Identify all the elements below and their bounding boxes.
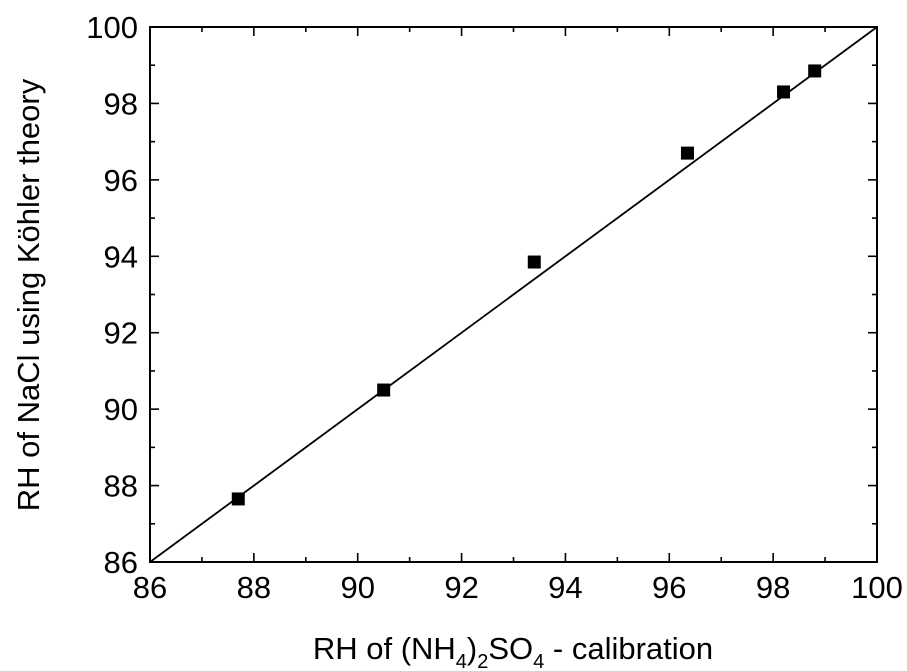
x-tick-label: 86: [133, 570, 167, 605]
y-tick-label: 100: [86, 10, 138, 45]
reference-line: [149, 26, 878, 563]
y-tick-label: 92: [104, 316, 138, 351]
x-tick-label: 96: [652, 570, 686, 605]
y-tick-label: 90: [104, 392, 138, 427]
x-axis-title-sub2: 2: [477, 651, 488, 671]
x-tick-label: 94: [548, 570, 582, 605]
y-tick-label: 94: [104, 239, 138, 274]
y-tick-label: 96: [104, 163, 138, 198]
data-point: [808, 64, 822, 78]
plot-area: 86 88 90 92 94 96 98 100 86 88 90 92 94 96 98 100: [86, 10, 903, 605]
x-tick-label: 90: [340, 570, 374, 605]
x-tick-label: 92: [444, 570, 478, 605]
x-tick-label: 98: [756, 570, 790, 605]
data-point: [527, 255, 541, 269]
x-axis-title-mid2: SO: [488, 631, 533, 666]
y-axis-title: RH of NaCl using Köhler theory: [11, 78, 46, 511]
x-axis-title: RH of (NH4)2SO4 - calibration: [313, 631, 713, 671]
x-tick-label: 88: [237, 570, 271, 605]
x-tick-label: 100: [851, 570, 903, 605]
data-point: [231, 492, 245, 506]
x-axis-title-prefix: RH of (NH: [313, 631, 456, 666]
data-point: [680, 146, 694, 160]
x-axis-title-mid1: ): [467, 631, 477, 666]
y-tick-label: 98: [104, 86, 138, 121]
x-axis-title-sub1: 4: [456, 651, 467, 671]
data-point: [377, 383, 391, 397]
data-point: [777, 85, 791, 99]
x-axis-title-suffix: - calibration: [544, 631, 713, 666]
y-tick-label: 88: [104, 469, 138, 504]
x-axis-title-sub3: 4: [533, 651, 544, 671]
y-tick-label: 86: [104, 545, 138, 580]
